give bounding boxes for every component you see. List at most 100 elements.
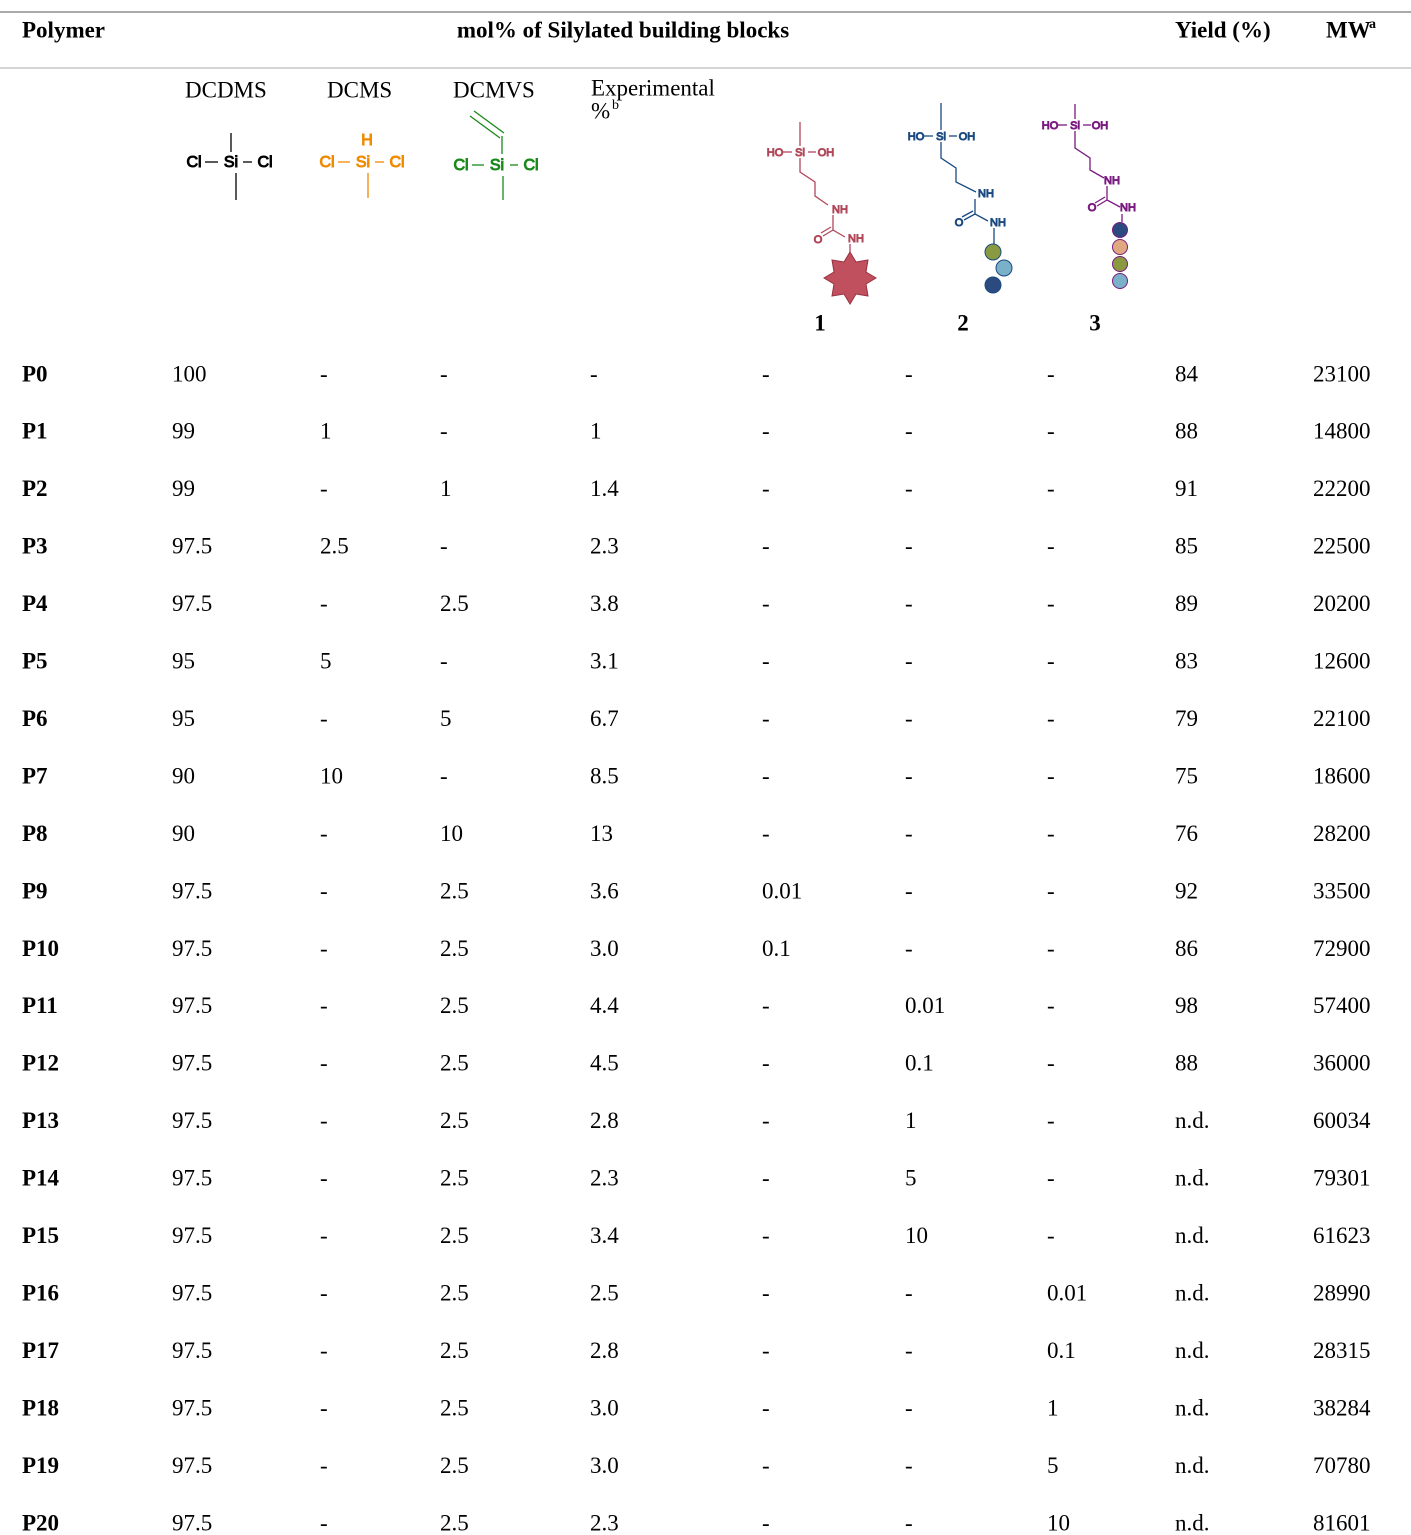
row-label: P11 [22, 993, 58, 1018]
cell: n.d. [1175, 1166, 1210, 1191]
row-label: P15 [22, 1223, 59, 1248]
cell: - [905, 476, 913, 501]
cell: 95 [172, 706, 195, 731]
cell: - [1047, 361, 1055, 386]
cell: 3.0 [590, 1395, 619, 1420]
cell: n.d. [1175, 1223, 1210, 1248]
cell: - [1047, 1051, 1055, 1076]
cell: - [320, 591, 328, 616]
cell: 22200 [1313, 476, 1371, 501]
cell: 57400 [1313, 993, 1371, 1018]
cell: 6.7 [590, 706, 619, 731]
sub-dcdms: DCDMS [185, 77, 267, 102]
row-label: P3 [22, 534, 48, 559]
atom: NH [1104, 175, 1120, 187]
bond [469, 115, 501, 139]
cell: 0.01 [1047, 1280, 1087, 1305]
cell: - [905, 1280, 913, 1305]
compound-label: 3 [1089, 310, 1101, 335]
cell: - [440, 534, 448, 559]
atom: Si [224, 154, 238, 171]
cell: - [1047, 821, 1055, 846]
cell: 10 [440, 821, 463, 846]
cell: 3.0 [590, 936, 619, 961]
cell: - [762, 1510, 770, 1535]
cell: - [1047, 419, 1055, 444]
atom: O [955, 217, 964, 229]
cell: 1 [590, 419, 602, 444]
bond [1096, 199, 1108, 207]
cell: 61623 [1313, 1223, 1371, 1248]
cell: - [762, 419, 770, 444]
cell: 95 [172, 649, 195, 674]
cell: - [762, 993, 770, 1018]
cell: - [762, 763, 770, 788]
cell: 14800 [1313, 419, 1371, 444]
cell: - [762, 1338, 770, 1363]
row-label: P12 [22, 1051, 59, 1076]
cell: 2.3 [590, 1166, 619, 1191]
bond [963, 213, 976, 221]
header-yield: Yield (%) [1175, 17, 1271, 42]
cell: - [320, 1510, 328, 1535]
cell: 99 [172, 476, 195, 501]
cell: 0.1 [905, 1051, 934, 1076]
atom: O [814, 234, 823, 246]
cell: - [1047, 878, 1055, 903]
cell: 97.5 [172, 1280, 212, 1305]
row-label: P0 [22, 361, 48, 386]
cell: 76 [1175, 821, 1198, 846]
cell: 18600 [1313, 763, 1371, 788]
cell: - [320, 821, 328, 846]
cell: - [762, 1108, 770, 1133]
cell: - [762, 361, 770, 386]
cell: - [905, 1338, 913, 1363]
cell: 1.4 [590, 476, 619, 501]
bead [1112, 256, 1128, 272]
cell: 2.5 [440, 993, 469, 1018]
cell: - [762, 1166, 770, 1191]
cell: 2.5 [440, 1510, 469, 1535]
cell: - [320, 1166, 328, 1191]
cell: 38284 [1313, 1395, 1371, 1420]
cell: - [320, 1395, 328, 1420]
cell: - [320, 706, 328, 731]
cell: - [320, 1108, 328, 1133]
row-label: P19 [22, 1453, 59, 1478]
cell: 97.5 [172, 1166, 212, 1191]
cell: 28200 [1313, 821, 1371, 846]
header-mw-note: a [1369, 17, 1376, 32]
header-polymer: Polymer [22, 17, 105, 42]
cell: - [762, 1395, 770, 1420]
atom: Cl [186, 154, 201, 171]
cell: 75 [1175, 763, 1198, 788]
cell: 2.5 [440, 1280, 469, 1305]
atom: OH [959, 131, 976, 143]
row-label: P10 [22, 936, 59, 961]
cell: 79301 [1313, 1166, 1371, 1191]
row-label: P2 [22, 476, 48, 501]
header-mw: MW [1326, 17, 1371, 42]
cell: 0.1 [1047, 1338, 1076, 1363]
cell: 1 [1047, 1395, 1059, 1420]
atom: H [361, 132, 373, 149]
cell: 2.5 [440, 1453, 469, 1478]
chain [940, 142, 977, 193]
cell: - [320, 993, 328, 1018]
cell: - [905, 1453, 913, 1478]
row-label: P4 [22, 591, 48, 616]
chain [799, 158, 829, 206]
cell: 22500 [1313, 534, 1371, 559]
row-label: P9 [22, 878, 48, 903]
cell: - [905, 361, 913, 386]
cell: - [762, 591, 770, 616]
sub-note: b [612, 98, 619, 113]
cell: - [320, 878, 328, 903]
cell: 85 [1175, 534, 1198, 559]
cell: 2.5 [590, 1280, 619, 1305]
atom: Si [795, 147, 805, 159]
cell: - [1047, 763, 1055, 788]
atom: O [1088, 202, 1097, 214]
cell: - [905, 821, 913, 846]
cell: 86 [1175, 936, 1198, 961]
